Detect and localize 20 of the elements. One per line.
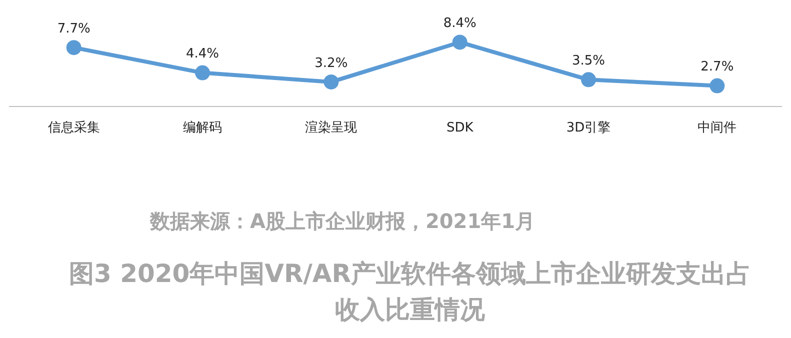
data-label: 2.7%	[700, 60, 734, 75]
data-label: 4.4%	[186, 46, 220, 62]
x-tick-label: 信息采集	[48, 120, 100, 136]
point	[581, 72, 596, 88]
point	[66, 40, 82, 56]
x-tick-label: 编解码	[183, 120, 222, 136]
text: 图3 2020年中国VR/AR产业软件各领域上市企业研发支出占收入比重情况	[68, 258, 752, 326]
source-note: 数据来源：A股上市企业财报，2021年1月	[150, 208, 536, 235]
data-label: 3.5%	[572, 54, 606, 69]
point	[324, 74, 339, 90]
point	[195, 65, 210, 80]
data-label: 8.4%	[443, 16, 476, 32]
data-label: 3.2%	[314, 56, 348, 71]
point	[452, 34, 468, 50]
data-label: 7.7%	[57, 21, 90, 36]
x-tick-label: 3D引擎	[566, 120, 611, 136]
x-tick-label: SDK	[446, 120, 474, 136]
x-tick-label: 中间件	[698, 120, 737, 136]
x-tick-label: 渲染呈现	[305, 120, 358, 136]
point	[710, 78, 725, 94]
